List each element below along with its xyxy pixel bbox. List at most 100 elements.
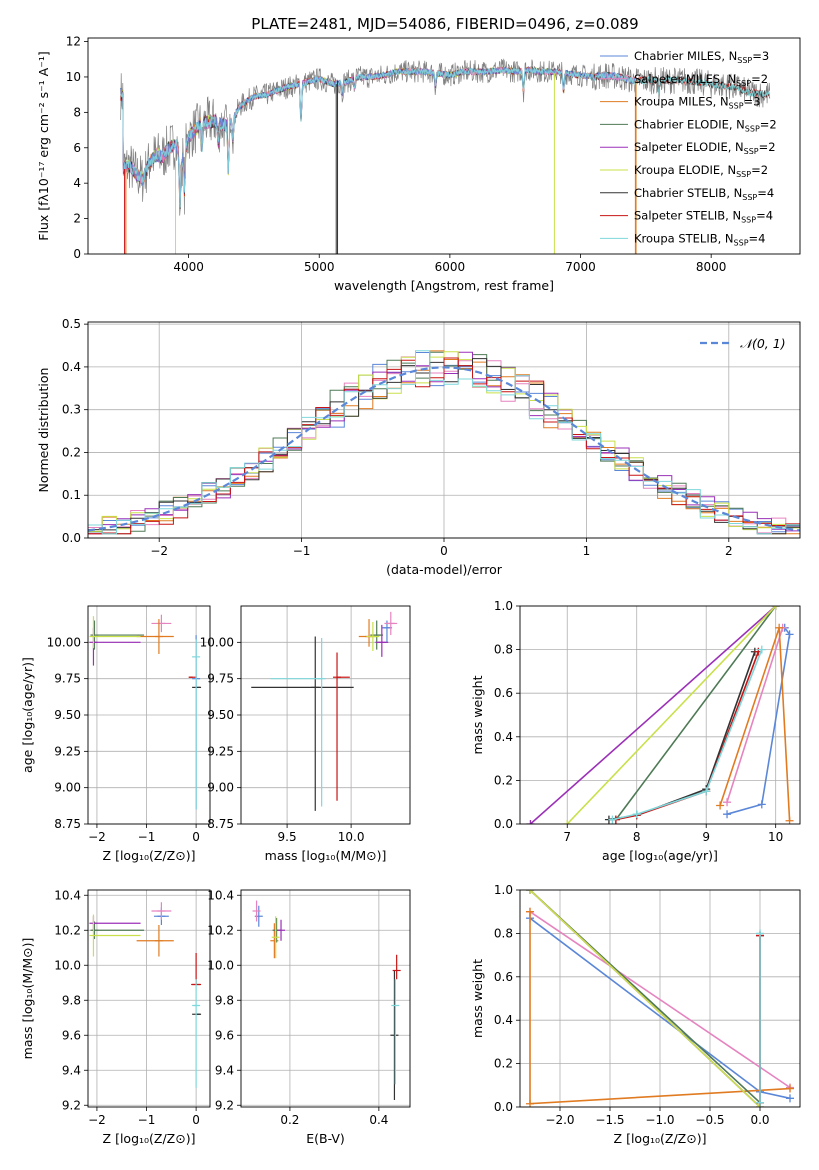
x-tick-label: 0.0 bbox=[750, 1113, 769, 1127]
y-tick-label: 2 bbox=[73, 212, 81, 226]
legend-subscript: SSP bbox=[736, 170, 751, 179]
line-kroupa_elodie bbox=[529, 890, 761, 1107]
legend-subscript: SSP bbox=[742, 193, 757, 202]
y-tick-label: 0.0 bbox=[494, 817, 513, 831]
marker-kroupa_stelib bbox=[757, 645, 766, 654]
legend-subscript: SSP bbox=[734, 238, 749, 247]
legend-entry: Salpeter ELODIE, NSSP=2 bbox=[634, 140, 776, 156]
x-tick-label: 1 bbox=[583, 544, 591, 558]
y-axis-label: Flux [fλ10⁻¹⁷ erg cm⁻² s⁻¹ A⁻¹] bbox=[36, 51, 51, 240]
figure-title: PLATE=2481, MJD=54086, FIBERID=0496, z=0… bbox=[251, 15, 638, 33]
line-salpeter_miles bbox=[529, 911, 791, 1089]
spectrum-model-line-kroupa_stelib bbox=[120, 67, 771, 208]
legend-subscript: SSP bbox=[744, 147, 759, 156]
axes-mass_vs_Z: −2 −1 0 9.2 9.4 9.6 9.8 10.0 10.2 10.4 Z [log₁₀(Z/… bbox=[20, 888, 211, 1146]
line-salpeter_miles bbox=[726, 627, 784, 803]
marker-salpeter_elodie bbox=[526, 820, 535, 824]
axes-mass_weight_vs_age: 7 8 9 10 0.0 0.2 0.4 0.6 0.8 1.0 age [log₁₀(age/yr… bbox=[470, 599, 801, 863]
y-tick-label: 10.0 bbox=[207, 958, 234, 972]
y-tick-label: 9.75 bbox=[207, 672, 234, 686]
y-tick-label: 9.2 bbox=[215, 1098, 234, 1112]
marker-kroupa_miles bbox=[786, 1084, 794, 1093]
spectrum-model-line-salpeter_miles bbox=[120, 66, 636, 204]
y-tick-label: 9.2 bbox=[62, 1098, 81, 1112]
x-tick-label: 0.4 bbox=[369, 1113, 388, 1127]
y-tick-label: 9.4 bbox=[62, 1063, 81, 1077]
axes-age_vs_mass: 9.5 10.0 8.75 9.00 9.25 9.50 9.75 10.00 mass [lo… bbox=[200, 605, 411, 863]
y-tick-label: 10.2 bbox=[207, 923, 234, 937]
plot-area-age_vs_Z bbox=[89, 614, 202, 810]
line-salpeter_elodie bbox=[529, 606, 777, 824]
legend-label: Salpeter STELIB, N bbox=[634, 209, 741, 223]
x-tick-label: 0 bbox=[440, 544, 448, 558]
x-tick-label: −1 bbox=[138, 830, 156, 844]
errorbar-chabrier_elodie bbox=[90, 921, 145, 939]
marker-kroupa_stelib bbox=[756, 1098, 764, 1107]
marker-kroupa_stelib bbox=[608, 815, 617, 824]
y-tick-label: 9.00 bbox=[54, 781, 81, 795]
legend-entry: Kroupa STELIB, NSSP=4 bbox=[634, 231, 765, 247]
plot-area-age_vs_mass bbox=[251, 611, 398, 811]
y-tick-label: 9.50 bbox=[54, 708, 81, 722]
line-salpeter_stelib bbox=[615, 651, 760, 821]
line-kroupa_elodie bbox=[566, 606, 777, 824]
legend-label: Chabrier STELIB, N bbox=[634, 186, 742, 200]
y-tick-label: 12 bbox=[66, 35, 81, 49]
marker-kroupa_elodie bbox=[526, 890, 534, 894]
errorbar-kroupa_stelib bbox=[391, 979, 400, 1085]
y-tick-label: 8.75 bbox=[54, 817, 81, 831]
errorbar-salpeter_stelib bbox=[333, 652, 350, 801]
legend-entry: Kroupa ELODIE, NSSP=2 bbox=[634, 163, 768, 179]
legend-subscript: SSP bbox=[741, 216, 756, 225]
y-tick-label: 0.3 bbox=[62, 403, 81, 417]
marker-kroupa_stelib bbox=[702, 787, 711, 796]
spectrum-model-line-salpeter_stelib bbox=[120, 66, 771, 203]
y-tick-label: 0.6 bbox=[494, 970, 513, 984]
x-tick-label: 6000 bbox=[435, 260, 466, 274]
legend-entry: Chabrier MILES, NSSP=3 bbox=[634, 49, 769, 65]
x-tick-label: −2 bbox=[88, 1113, 106, 1127]
y-tick-label: 0.2 bbox=[494, 1057, 513, 1071]
legend-entry: Salpeter MILES, NSSP=2 bbox=[634, 72, 768, 88]
y-tick-label: 9.4 bbox=[215, 1063, 234, 1077]
y-tick-label: 6 bbox=[73, 141, 81, 155]
errorbar-chabrier_stelib bbox=[390, 970, 399, 1100]
y-tick-label: 10.2 bbox=[54, 923, 81, 937]
y-tick-label: 9.25 bbox=[207, 744, 234, 758]
plot-area-mass_vs_Z bbox=[89, 902, 202, 1088]
normal-curve bbox=[88, 366, 800, 532]
x-tick-label: 10 bbox=[768, 830, 783, 844]
y-tick-label: 10.00 bbox=[200, 635, 234, 649]
x-tick-label: −2 bbox=[88, 830, 106, 844]
plot-area-mass_weight_vs_Z bbox=[526, 890, 794, 1107]
errorbar-salpeter_miles bbox=[252, 900, 261, 922]
x-tick-label: −2.0 bbox=[545, 1113, 574, 1127]
legend-entry: Salpeter STELIB, NSSP=4 bbox=[634, 209, 773, 225]
marker-chabrier_miles bbox=[785, 630, 794, 639]
x-axis-label: E(B-V) bbox=[306, 1131, 345, 1146]
x-tick-label: 7000 bbox=[565, 260, 596, 274]
x-axis-label: mass [log₁₀(M/M⊙)] bbox=[265, 848, 387, 863]
axes-mass_weight_vs_Z: −2.0 −1.5 −1.0 −0.5 0.0 0.0 0.2 0.4 0.6 0.8 1.0 Z [… bbox=[470, 883, 801, 1146]
y-tick-label: 0.8 bbox=[494, 643, 513, 657]
errorbar-kroupa_stelib bbox=[192, 979, 201, 1088]
axes-frame bbox=[240, 889, 411, 1108]
x-axis-label: Z [log₁₀(Z/Z⊙)] bbox=[103, 1131, 196, 1146]
histogram-step-salpeter_stelib bbox=[88, 357, 800, 535]
marker-chabrier_miles bbox=[723, 810, 732, 819]
errorbar-kroupa_miles bbox=[136, 925, 174, 957]
histogram-step-kroupa_stelib bbox=[88, 350, 800, 535]
x-tick-label: 9.5 bbox=[278, 830, 297, 844]
axes-frame bbox=[240, 605, 411, 825]
legend-subscript: SSP bbox=[745, 124, 760, 133]
plot-area-mass_vs_ebv bbox=[252, 900, 401, 1100]
x-tick-label: 2 bbox=[725, 544, 733, 558]
legend-tail: =2 bbox=[759, 140, 776, 154]
y-tick-label: 9.25 bbox=[54, 744, 81, 758]
x-axis-label: Z [log₁₀(Z/Z⊙)] bbox=[103, 848, 196, 863]
axes-frame bbox=[87, 889, 211, 1108]
y-axis-label: mass weight bbox=[470, 959, 485, 1038]
x-tick-label: −1 bbox=[138, 1113, 156, 1127]
errorbar-salpeter_miles bbox=[384, 611, 398, 636]
